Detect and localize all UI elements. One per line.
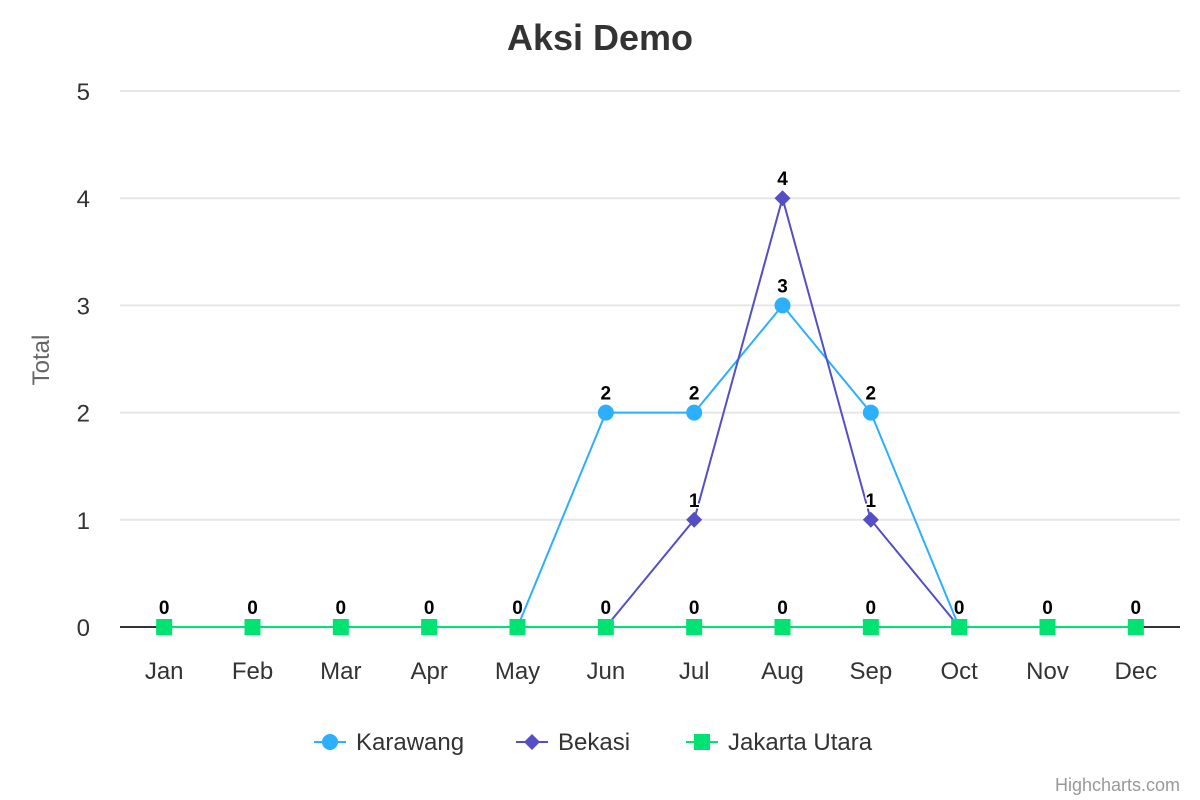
data-label: 0 xyxy=(159,598,170,619)
data-label: 0 xyxy=(424,598,435,619)
x-tick-label: Mar xyxy=(320,658,361,685)
legend-label: Jakarta Utara xyxy=(728,729,873,756)
x-tick-label: Jul xyxy=(679,658,710,685)
legend-marker-icon xyxy=(524,734,540,750)
data-point[interactable] xyxy=(332,619,349,635)
legend[interactable]: Karawang Bekasi Jakarta Utara xyxy=(314,729,873,756)
data-point[interactable] xyxy=(862,404,879,421)
chart-title: Aksi Demo xyxy=(507,17,693,58)
data-labels: 0 0 0 0 0 2 2 3 2 0 0 0 0 1 4 1 0 0 0 xyxy=(157,168,1142,621)
data-label: 1 xyxy=(866,491,877,512)
x-tick-label: Jun xyxy=(586,658,625,685)
data-point[interactable] xyxy=(1127,619,1144,635)
y-tick-label: 3 xyxy=(77,293,90,320)
legend-label: Bekasi xyxy=(558,729,630,756)
y-tick-label: 4 xyxy=(77,186,90,213)
data-label: 0 xyxy=(601,598,612,619)
data-point[interactable] xyxy=(244,619,261,635)
data-point[interactable] xyxy=(686,404,703,421)
legend-item-jakarta-utara[interactable]: Jakarta Utara xyxy=(686,729,873,756)
x-tick-label: Feb xyxy=(232,658,273,685)
series-group xyxy=(156,190,1144,635)
legend-marker-icon xyxy=(694,734,710,750)
data-label: 0 xyxy=(777,598,788,619)
x-tick-label: May xyxy=(495,658,540,685)
x-tick-label: Sep xyxy=(849,658,892,685)
y-axis-ticks: 0 1 2 3 4 5 xyxy=(77,79,90,642)
data-point[interactable] xyxy=(862,511,879,528)
series-jakarta-utara xyxy=(156,619,1144,635)
data-label: 0 xyxy=(954,598,965,619)
data-label: 0 xyxy=(336,598,347,619)
data-point[interactable] xyxy=(156,619,173,635)
x-tick-label: Dec xyxy=(1114,658,1157,685)
y-tick-label: 5 xyxy=(77,79,90,106)
data-point[interactable] xyxy=(774,190,791,207)
data-point[interactable] xyxy=(597,619,614,635)
data-label: 0 xyxy=(689,598,700,619)
legend-label: Karawang xyxy=(356,729,464,756)
data-label: 0 xyxy=(247,598,258,619)
y-tick-label: 2 xyxy=(77,401,90,428)
legend-item-karawang[interactable]: Karawang xyxy=(314,729,464,756)
data-label: 4 xyxy=(777,169,788,190)
data-label: 0 xyxy=(1042,598,1053,619)
y-axis-title: Total xyxy=(28,335,55,386)
data-point[interactable] xyxy=(862,619,879,635)
data-point[interactable] xyxy=(686,619,703,635)
data-label: 0 xyxy=(512,598,523,619)
data-label: 2 xyxy=(866,384,877,405)
legend-item-bekasi[interactable]: Bekasi xyxy=(516,729,630,756)
data-point[interactable] xyxy=(597,404,614,421)
y-tick-label: 1 xyxy=(77,508,90,535)
x-tick-label: Aug xyxy=(761,658,804,685)
y-tick-label: 0 xyxy=(77,615,90,642)
x-tick-label: Nov xyxy=(1026,658,1069,685)
x-tick-label: Jan xyxy=(145,658,184,685)
data-point[interactable] xyxy=(1039,619,1056,635)
credits-link[interactable]: Highcharts.com xyxy=(1055,775,1180,795)
data-label: 0 xyxy=(1131,598,1142,619)
data-label: 3 xyxy=(777,276,788,297)
x-axis-ticks: Jan Feb Mar Apr May Jun Jul Aug Sep Oct Nov Dec xyxy=(145,658,1157,685)
x-tick-label: Apr xyxy=(410,658,447,685)
data-point[interactable] xyxy=(421,619,438,635)
data-label: 2 xyxy=(601,384,612,405)
data-label: 1 xyxy=(689,491,700,512)
data-point[interactable] xyxy=(509,619,526,635)
data-label: 0 xyxy=(866,598,877,619)
data-point[interactable] xyxy=(774,297,791,314)
data-point[interactable] xyxy=(774,619,791,635)
data-label: 2 xyxy=(689,384,700,405)
x-tick-label: Oct xyxy=(940,658,978,685)
data-point[interactable] xyxy=(951,619,968,635)
data-point[interactable] xyxy=(686,511,703,528)
legend-marker-icon xyxy=(322,734,338,750)
